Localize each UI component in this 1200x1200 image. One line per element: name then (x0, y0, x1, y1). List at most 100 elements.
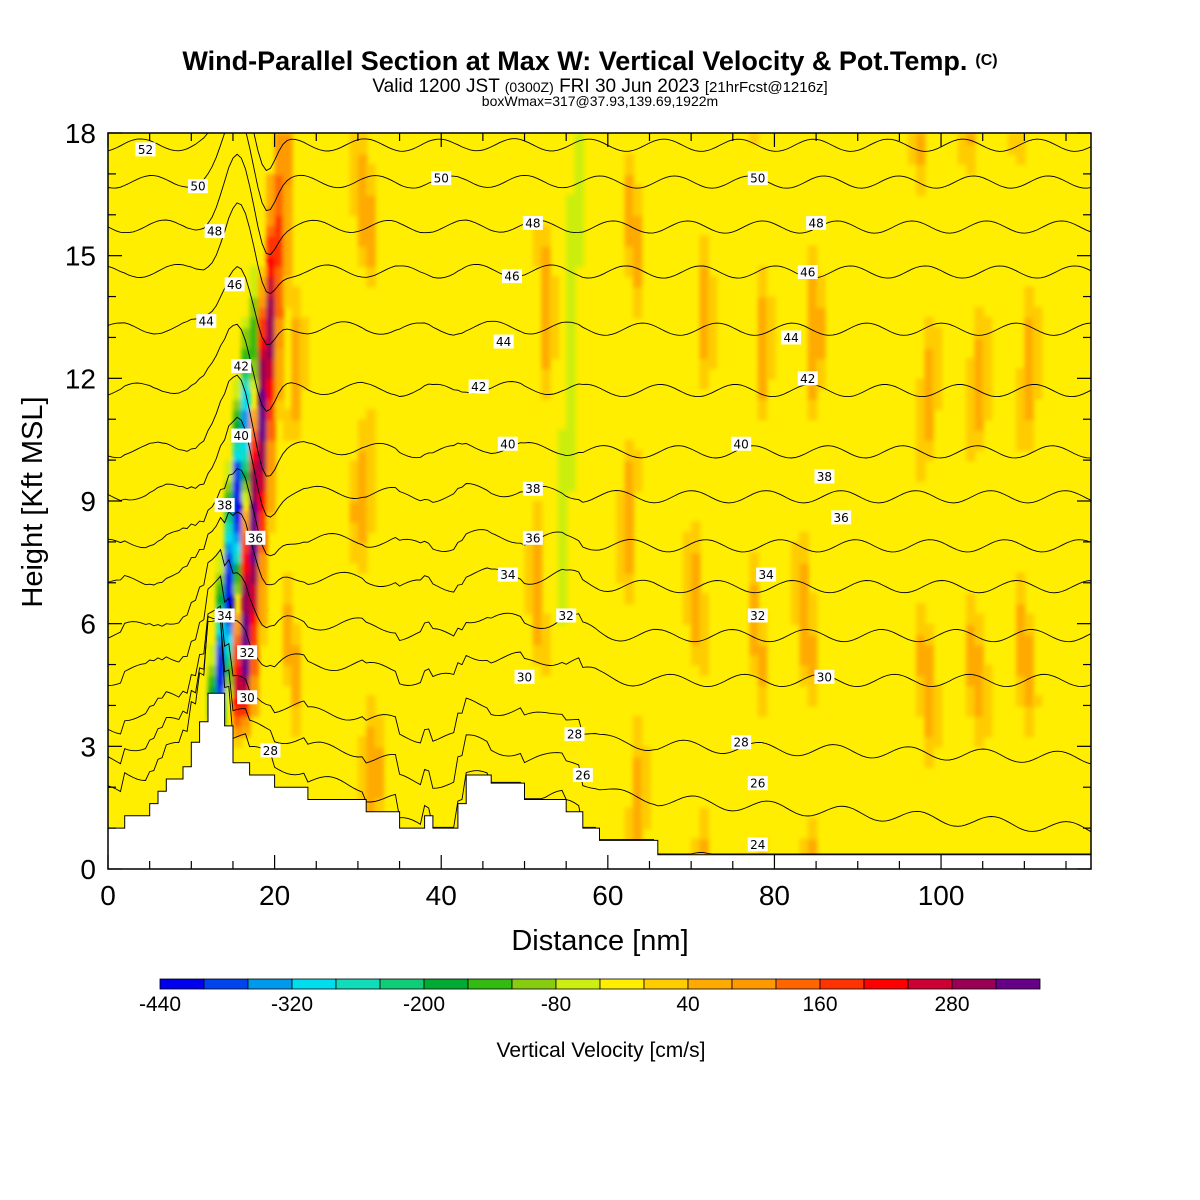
field-cell (682, 562, 693, 574)
contour-label-box (522, 215, 543, 230)
field-cell (274, 204, 285, 216)
field-cell (357, 173, 368, 186)
field-cell (1032, 695, 1043, 707)
field-cell (924, 409, 934, 421)
field-cell (924, 398, 934, 411)
field-cell (291, 685, 301, 697)
field-cell (357, 766, 368, 779)
contour-label-28: 28 (564, 727, 585, 742)
field-cell (249, 593, 260, 605)
field-cell (691, 541, 701, 554)
field-cell (291, 623, 301, 636)
field-cell (257, 460, 268, 472)
field-cell (249, 511, 260, 523)
theta-contour-28 (108, 605, 1091, 765)
field-cell (574, 143, 585, 155)
contour-label-text: 26 (575, 768, 590, 782)
field-cell (1016, 572, 1026, 584)
field-cell (349, 153, 360, 165)
field-cell (916, 603, 926, 615)
field-cell (224, 664, 235, 676)
field-cell (1024, 664, 1034, 676)
field-cell (932, 357, 943, 370)
contour-label-text: 50 (750, 171, 765, 185)
field-cell (232, 572, 243, 584)
field-cell (757, 685, 768, 697)
field-cell (241, 521, 251, 533)
field-cell (282, 593, 293, 605)
field-cell (691, 603, 701, 615)
field-cell (357, 429, 368, 441)
field-cell (699, 593, 709, 605)
contour-label-34: 34 (497, 567, 518, 582)
field-cell (532, 501, 543, 513)
field-cell (574, 255, 585, 268)
field-cell (699, 265, 709, 278)
field-cell (374, 715, 385, 728)
field-cell (349, 480, 360, 492)
field-cell (966, 633, 976, 646)
field-cell (366, 695, 376, 707)
field-cell (541, 644, 551, 656)
field-cell (966, 439, 976, 452)
field-cell (707, 276, 718, 288)
field-cell (632, 746, 643, 758)
field-cell (799, 582, 809, 595)
field-cell (282, 623, 293, 636)
contour-label-text: 36 (525, 531, 540, 545)
field-cell (682, 582, 693, 595)
field-cell (632, 214, 643, 227)
field-cell (932, 705, 943, 717)
field-cell (982, 347, 993, 360)
field-cell (699, 276, 709, 288)
colorbar-label: -80 (541, 993, 571, 1016)
colorbar-swatch (863, 978, 909, 990)
field-cell (807, 286, 818, 298)
field-cell (982, 398, 993, 411)
field-cell (924, 756, 934, 768)
contour-label-box (135, 142, 156, 157)
chart-subtitle-2: boxWmax=317@37.93,139.69,1922m (482, 93, 718, 109)
field-cell (241, 378, 251, 390)
field-cell (241, 470, 251, 482)
field-cell (707, 296, 718, 308)
field-cell (291, 357, 301, 370)
contour-label-text: 46 (800, 266, 815, 280)
contour-label-34: 34 (756, 567, 777, 582)
field-cell (249, 409, 260, 421)
field-cell (291, 695, 301, 707)
field-cell (616, 521, 626, 533)
contour-label-text: 42 (234, 360, 249, 374)
field-cell (807, 245, 818, 257)
field-cell (966, 449, 976, 462)
contour-label-text: 48 (525, 216, 540, 230)
field-cell (757, 705, 768, 717)
field-cell (974, 368, 984, 380)
field-cell (241, 439, 251, 452)
theta-contour-36 (108, 468, 1091, 557)
field-cell (799, 552, 809, 564)
field-cell (349, 521, 360, 533)
field-cell (757, 398, 768, 411)
terrain (108, 692, 1091, 869)
field-cell (349, 511, 360, 523)
field-cell (249, 337, 260, 349)
y-tick-label: 6 (80, 609, 96, 640)
field-cell (699, 654, 709, 666)
field-cell (291, 306, 301, 319)
contour-label-26: 26 (572, 767, 593, 782)
field-cell (1016, 685, 1026, 697)
field-cell (224, 521, 235, 533)
field-cell (257, 439, 268, 452)
field-cell (1024, 409, 1034, 421)
field-cell (1016, 593, 1026, 605)
field-cell (1024, 685, 1034, 697)
field-cell (982, 409, 993, 421)
field-cell (632, 807, 643, 820)
field-cell (1016, 654, 1026, 666)
field-cell (807, 817, 818, 830)
field-cell (699, 644, 709, 656)
field-cell (974, 388, 984, 400)
field-cell (266, 398, 276, 411)
field-cell (749, 572, 759, 584)
